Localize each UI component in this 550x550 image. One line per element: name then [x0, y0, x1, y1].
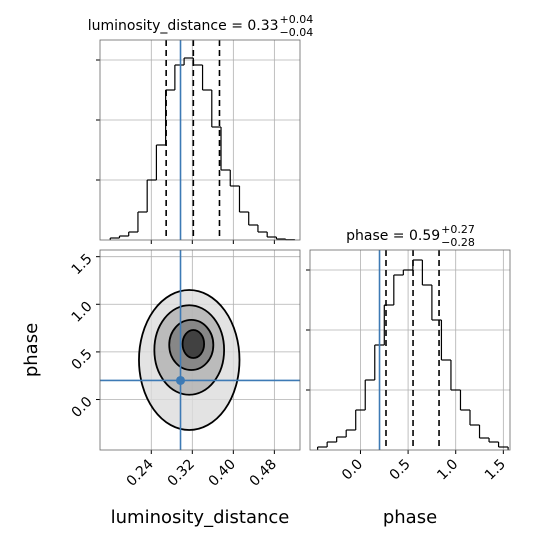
x-axis-label: luminosity_distance [111, 507, 290, 528]
contour [181, 329, 206, 359]
x-axis-label: phase [383, 507, 437, 528]
x-tick-label: 1.0 [434, 456, 461, 483]
title-upper: +0.04 [280, 13, 314, 26]
y-tick-label: 0.0 [69, 394, 96, 421]
panel-title: luminosity_distance = 0.33 [88, 18, 279, 34]
y-axis-label: phase [21, 323, 42, 377]
x-tick-label: 0.0 [339, 456, 366, 483]
truth-point [176, 375, 186, 385]
axes-frame [99, 249, 301, 451]
x-tick-label: 0.24 [124, 456, 157, 489]
x-tick-label: 0.48 [247, 456, 280, 489]
y-tick-label: 1.0 [69, 299, 96, 326]
y-tick-label: 0.5 [69, 346, 96, 373]
axes-frame [99, 39, 301, 241]
x-tick-label: 0.5 [387, 456, 414, 483]
axes-frame [309, 249, 511, 451]
title-lower: −0.28 [441, 236, 475, 249]
title-lower: −0.04 [280, 26, 314, 39]
x-tick-label: 0.32 [165, 456, 198, 489]
x-tick-label: 1.5 [482, 456, 509, 483]
y-tick-label: 1.5 [69, 251, 96, 278]
x-tick-label: 0.40 [206, 456, 239, 489]
panel-title: phase = 0.59 [346, 228, 440, 244]
title-upper: +0.27 [441, 223, 475, 236]
